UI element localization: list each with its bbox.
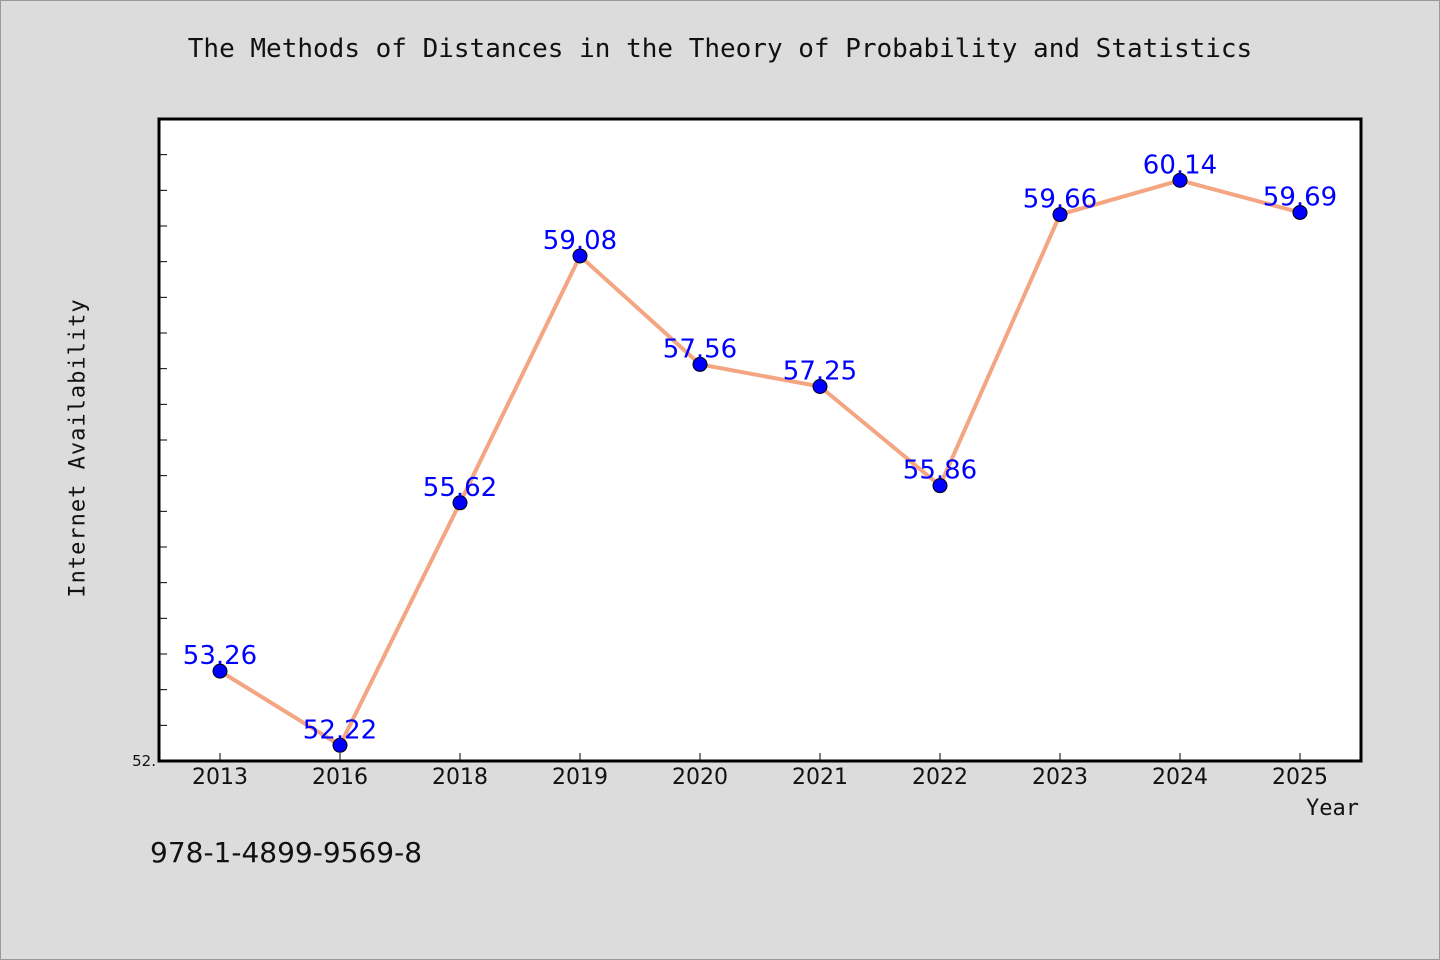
x-tick-label: 2023 xyxy=(1032,765,1088,790)
data-point xyxy=(1052,207,1068,223)
x-tick-label: 2013 xyxy=(192,765,248,790)
x-tick-label: 2024 xyxy=(1152,765,1208,790)
y-axis-label: Internet Availability xyxy=(65,298,91,598)
data-labels: 53.26 52.22 55.62 59.08 57.56 57.25 55.86 59.66… xyxy=(183,150,1337,745)
data-point xyxy=(812,379,828,394)
data-point xyxy=(932,478,948,494)
data-label: 57.56 xyxy=(663,334,737,364)
x-axis-label: Year xyxy=(1306,796,1359,821)
x-tick-label: 2016 xyxy=(312,765,368,790)
x-tick-label: 2021 xyxy=(792,765,848,790)
data-point xyxy=(452,495,468,511)
data-label: 55.86 xyxy=(903,456,977,486)
x-axis-ticks: 2013 2016 2018 2019 2020 2021 2022 2023 2024 2025 xyxy=(192,753,1328,790)
isbn-text: 978-1-4899-9569-8 xyxy=(150,836,423,869)
x-tick-label: 2025 xyxy=(1272,765,1328,790)
x-tick-label: 2018 xyxy=(432,765,488,790)
plot-area xyxy=(157,117,1363,763)
x-tick-label: 2022 xyxy=(912,765,968,790)
data-label: 53.26 xyxy=(183,641,257,671)
data-label: 59.66 xyxy=(1023,185,1097,215)
data-label: 59.69 xyxy=(1263,182,1337,212)
data-label: 60.14 xyxy=(1143,150,1217,180)
data-point xyxy=(332,737,348,753)
chart-title: The Methods of Distances in the Theory o… xyxy=(187,34,1253,64)
data-point xyxy=(692,356,708,372)
y-axis-ticks xyxy=(159,118,167,762)
data-label: 59.08 xyxy=(543,226,617,256)
x-tick-label: 2019 xyxy=(552,765,608,790)
data-point xyxy=(1292,204,1308,220)
data-point xyxy=(572,248,588,264)
data-point xyxy=(1172,172,1188,188)
series-line xyxy=(218,178,1301,748)
data-label: 55.62 xyxy=(423,473,497,503)
data-point xyxy=(212,663,228,679)
data-label: 52.22 xyxy=(303,715,377,745)
data-label: 57.25 xyxy=(783,357,857,387)
x-tick-label: 2020 xyxy=(672,765,728,790)
data-markers xyxy=(212,172,1308,753)
y-tick-label: 52. xyxy=(132,752,156,770)
